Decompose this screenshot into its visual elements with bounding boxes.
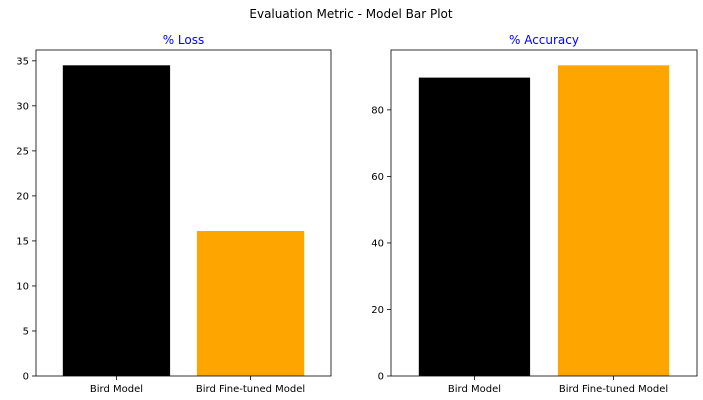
accuracy-axes-frame — [390, 49, 698, 377]
loss-y-tick-label: 0 — [23, 372, 29, 383]
loss-y-tick-label: 5 — [23, 326, 29, 337]
accuracy-x-tick-label: Bird Fine-tuned Model — [559, 384, 668, 395]
accuracy-subplot-title: % Accuracy — [509, 33, 579, 47]
loss-y-tick-label: 15 — [16, 236, 29, 247]
accuracy-y-tick-label: 60 — [371, 172, 384, 183]
figure-title: Evaluation Metric - Model Bar Plot — [249, 7, 452, 21]
accuracy-y-tick-label: 20 — [371, 305, 384, 316]
accuracy-y-axis: 0 20 40 60 80 — [371, 105, 391, 383]
loss-x-tick-label: Bird Fine-tuned Model — [196, 384, 305, 395]
accuracy-y-tick-label: 40 — [371, 238, 384, 249]
loss-subplot-title: % Loss — [163, 33, 205, 47]
accuracy-bar-bird-model — [418, 77, 531, 377]
loss-y-tick-label: 30 — [16, 101, 29, 112]
loss-y-tick-label: 25 — [16, 146, 29, 157]
loss-x-axis: Bird Model Bird Fine-tuned Model — [90, 376, 305, 395]
accuracy-subplot: % Accuracy 0 20 40 60 80 Bird Model Bird Fine… — [371, 33, 698, 395]
loss-bars — [62, 65, 305, 377]
loss-y-tick-label: 35 — [16, 56, 29, 67]
accuracy-x-axis: Bird Model Bird Fine-tuned Model — [448, 376, 668, 395]
loss-subplot: % Loss 0 5 10 15 20 25 30 35 Bird Model Bird Fin… — [16, 33, 332, 395]
accuracy-x-tick-label: Bird Model — [448, 384, 501, 395]
accuracy-y-tick-label: 0 — [378, 372, 384, 383]
loss-bar-bird-finetuned-model — [196, 231, 305, 376]
accuracy-bar-bird-finetuned-model — [557, 65, 670, 377]
loss-y-tick-label: 20 — [16, 191, 29, 202]
accuracy-y-tick-label: 80 — [371, 105, 384, 116]
loss-x-tick-label: Bird Model — [90, 384, 143, 395]
accuracy-bars — [418, 65, 670, 377]
loss-y-axis: 0 5 10 15 20 25 30 35 — [16, 56, 36, 383]
loss-axes-frame — [35, 49, 332, 377]
loss-bar-bird-model — [62, 65, 171, 377]
loss-y-tick-label: 10 — [16, 281, 29, 292]
